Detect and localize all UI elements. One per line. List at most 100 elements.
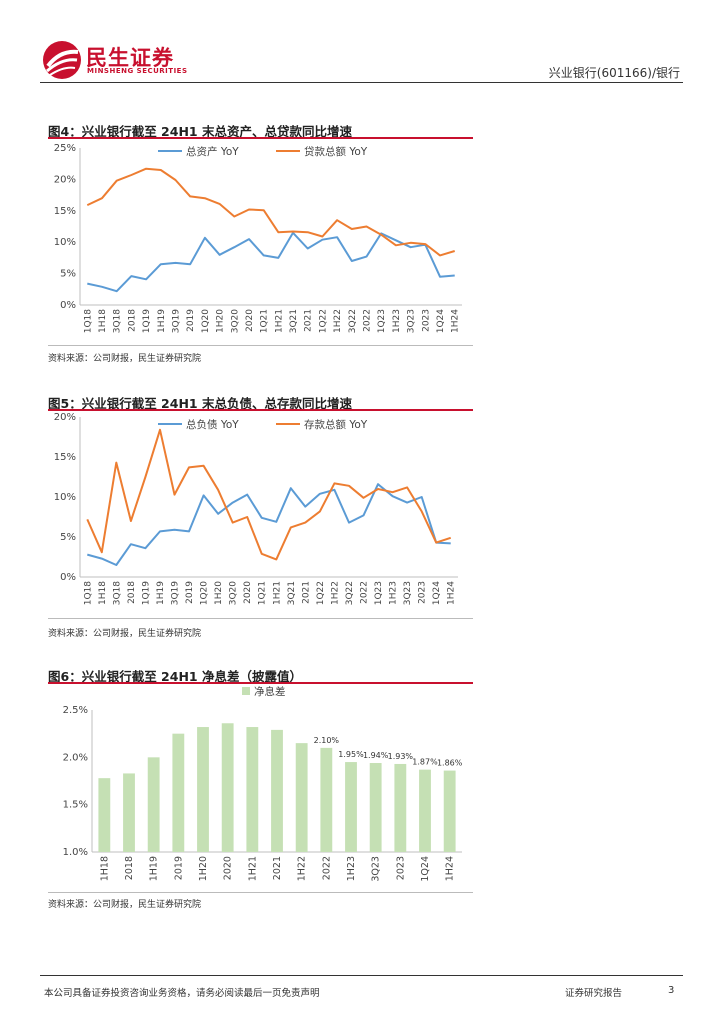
legend-label-0: 总资产 YoY (186, 145, 239, 158)
bar (345, 762, 357, 852)
fig4-line-chart: 0% 5% 10% 15% 20% 25% 1Q18 1H18 3Q18 2018 1Q19 1H19… (54, 143, 462, 334)
y-tick-label: 2.0% (63, 752, 88, 763)
x-tick-label: 3Q21 (289, 309, 299, 333)
x-tick-label: 3Q23 (403, 581, 413, 605)
x-tick-label: 1Q24 (436, 309, 446, 334)
x-tick-label: 2018 (124, 856, 135, 880)
y-tick-label: 10% (54, 492, 76, 503)
x-tick-label: 3Q22 (348, 309, 358, 333)
x-tick-label: 1H19 (156, 581, 166, 605)
x-tick-label: 1H22 (333, 309, 343, 333)
x-tick-label: 3Q18 (113, 309, 123, 334)
bar (147, 757, 160, 852)
data-label: 1.93% (388, 752, 414, 761)
x-tick-label: 2020 (223, 856, 234, 880)
y-tick-label: 25% (54, 143, 76, 154)
x-tick-label: 2021 (304, 309, 314, 332)
x-tick-label: 1Q18 (83, 309, 93, 334)
fig4-source-rule (48, 345, 473, 346)
data-label: 1.95% (338, 750, 364, 759)
x-tick-label: 1Q21 (260, 309, 270, 333)
bar (123, 773, 135, 852)
minsheng-logo-icon (43, 41, 81, 79)
x-tick-label: 1Q23 (377, 309, 387, 333)
series-line-1 (86, 428, 452, 561)
legend-swatch (242, 687, 250, 695)
legend-label-0: 总负债 YoY (186, 418, 239, 431)
x-tick-label: 1Q20 (201, 309, 211, 334)
legend-label-1: 存款总额 YoY (304, 418, 368, 431)
y-tick-label: 2.5% (63, 705, 88, 716)
x-tick-label: 3Q20 (229, 581, 239, 606)
bar (271, 729, 283, 852)
bar (419, 769, 431, 852)
bar (246, 727, 259, 852)
fig6-bar-chart: 1.0% 1.5% 2.0% 2.5% 1H18 2018 1H19 2019 1H20 2020… (63, 685, 463, 882)
x-tick-label: 2023 (395, 856, 406, 880)
data-label: 1.87% (412, 758, 438, 767)
x-tick-label: 1H24 (451, 309, 461, 333)
fig6-source: 资料来源：公司财报，民生证券研究院 (48, 900, 202, 910)
series-line-0 (87, 483, 451, 566)
series-line-1 (86, 167, 455, 257)
x-tick-label: 1Q19 (142, 309, 152, 334)
bar (172, 733, 185, 852)
brand-name-en: MINSHENG SECURITIES (87, 67, 188, 75)
footer-disclaimer: 本公司具备证券投资咨询业务资格，请务必阅读最后一页免责声明 (44, 988, 320, 999)
x-tick-label: 3Q20 (230, 309, 240, 334)
fig4-source: 资料来源：公司财报，民生证券研究院 (48, 354, 202, 364)
bar (295, 743, 308, 852)
x-tick-label: 1Q23 (374, 581, 384, 605)
x-tick-label: 3Q23 (407, 309, 417, 333)
x-tick-label: 1H20 (216, 309, 226, 333)
x-tick-label: 1H23 (389, 581, 399, 605)
fig4-title-rule (48, 137, 473, 139)
fig6-title: 图6：兴业银行截至 24H1 净息差（披露值） (48, 669, 302, 684)
x-tick-label: 2020 (245, 309, 255, 332)
x-tick-label: 1Q22 (316, 581, 326, 605)
data-label: 1.86% (437, 759, 463, 768)
x-tick-label: 1H22 (297, 856, 308, 881)
data-label: 2.10% (314, 736, 340, 745)
x-tick-label: 1H20 (198, 856, 209, 881)
x-tick-label: 1Q22 (318, 309, 328, 333)
bar (320, 747, 333, 852)
x-tick-label: 2022 (360, 581, 370, 604)
x-tick-label: 1Q24 (432, 581, 442, 606)
fig5-title: 图5：兴业银行截至 24H1 末总负债、总存款同比增速 (48, 396, 352, 411)
x-tick-label: 2018 (127, 581, 137, 604)
x-tick-label: 1Q24 (420, 856, 431, 882)
x-tick-label: 2023 (418, 581, 428, 604)
y-tick-label: 1.5% (63, 800, 88, 811)
bar (98, 778, 111, 852)
x-tick-label: 3Q18 (112, 581, 122, 606)
x-tick-label: 1H23 (392, 309, 402, 333)
x-tick-label: 1H24 (445, 856, 456, 881)
x-tick-label: 2019 (185, 581, 195, 604)
fig6-source-rule (48, 892, 473, 893)
header-divider (40, 82, 683, 83)
x-tick-label: 3Q21 (287, 581, 297, 605)
x-tick-label: 1H21 (274, 309, 284, 333)
fig5-line-chart: 0% 5% 10% 15% 20% 1Q18 1H18 3Q18 2018 1Q19 1H19 3Q1… (54, 412, 458, 606)
x-tick-label: 3Q23 (371, 856, 382, 882)
x-tick-label: 2022 (321, 856, 332, 880)
x-tick-label: 2019 (173, 856, 184, 880)
x-tick-label: 2020 (243, 581, 253, 604)
bar (197, 727, 209, 852)
fig5-title-rule (48, 409, 473, 411)
y-tick-label: 1.0% (63, 847, 88, 858)
x-tick-label: 1H18 (98, 309, 108, 333)
x-tick-label: 1H18 (99, 856, 110, 881)
brand-name-cn: 民生证券 (86, 46, 174, 70)
y-tick-label: 10% (54, 237, 76, 248)
bar (443, 770, 456, 852)
x-tick-label: 1H21 (247, 856, 258, 881)
y-tick-label: 15% (54, 206, 76, 217)
y-tick-label: 5% (60, 269, 76, 280)
x-tick-label: 2023 (421, 309, 431, 332)
x-tick-label: 1H20 (214, 581, 224, 605)
x-tick-label: 1H19 (149, 856, 160, 881)
x-tick-label: 1Q18 (83, 581, 93, 606)
series-line-0 (87, 231, 455, 293)
